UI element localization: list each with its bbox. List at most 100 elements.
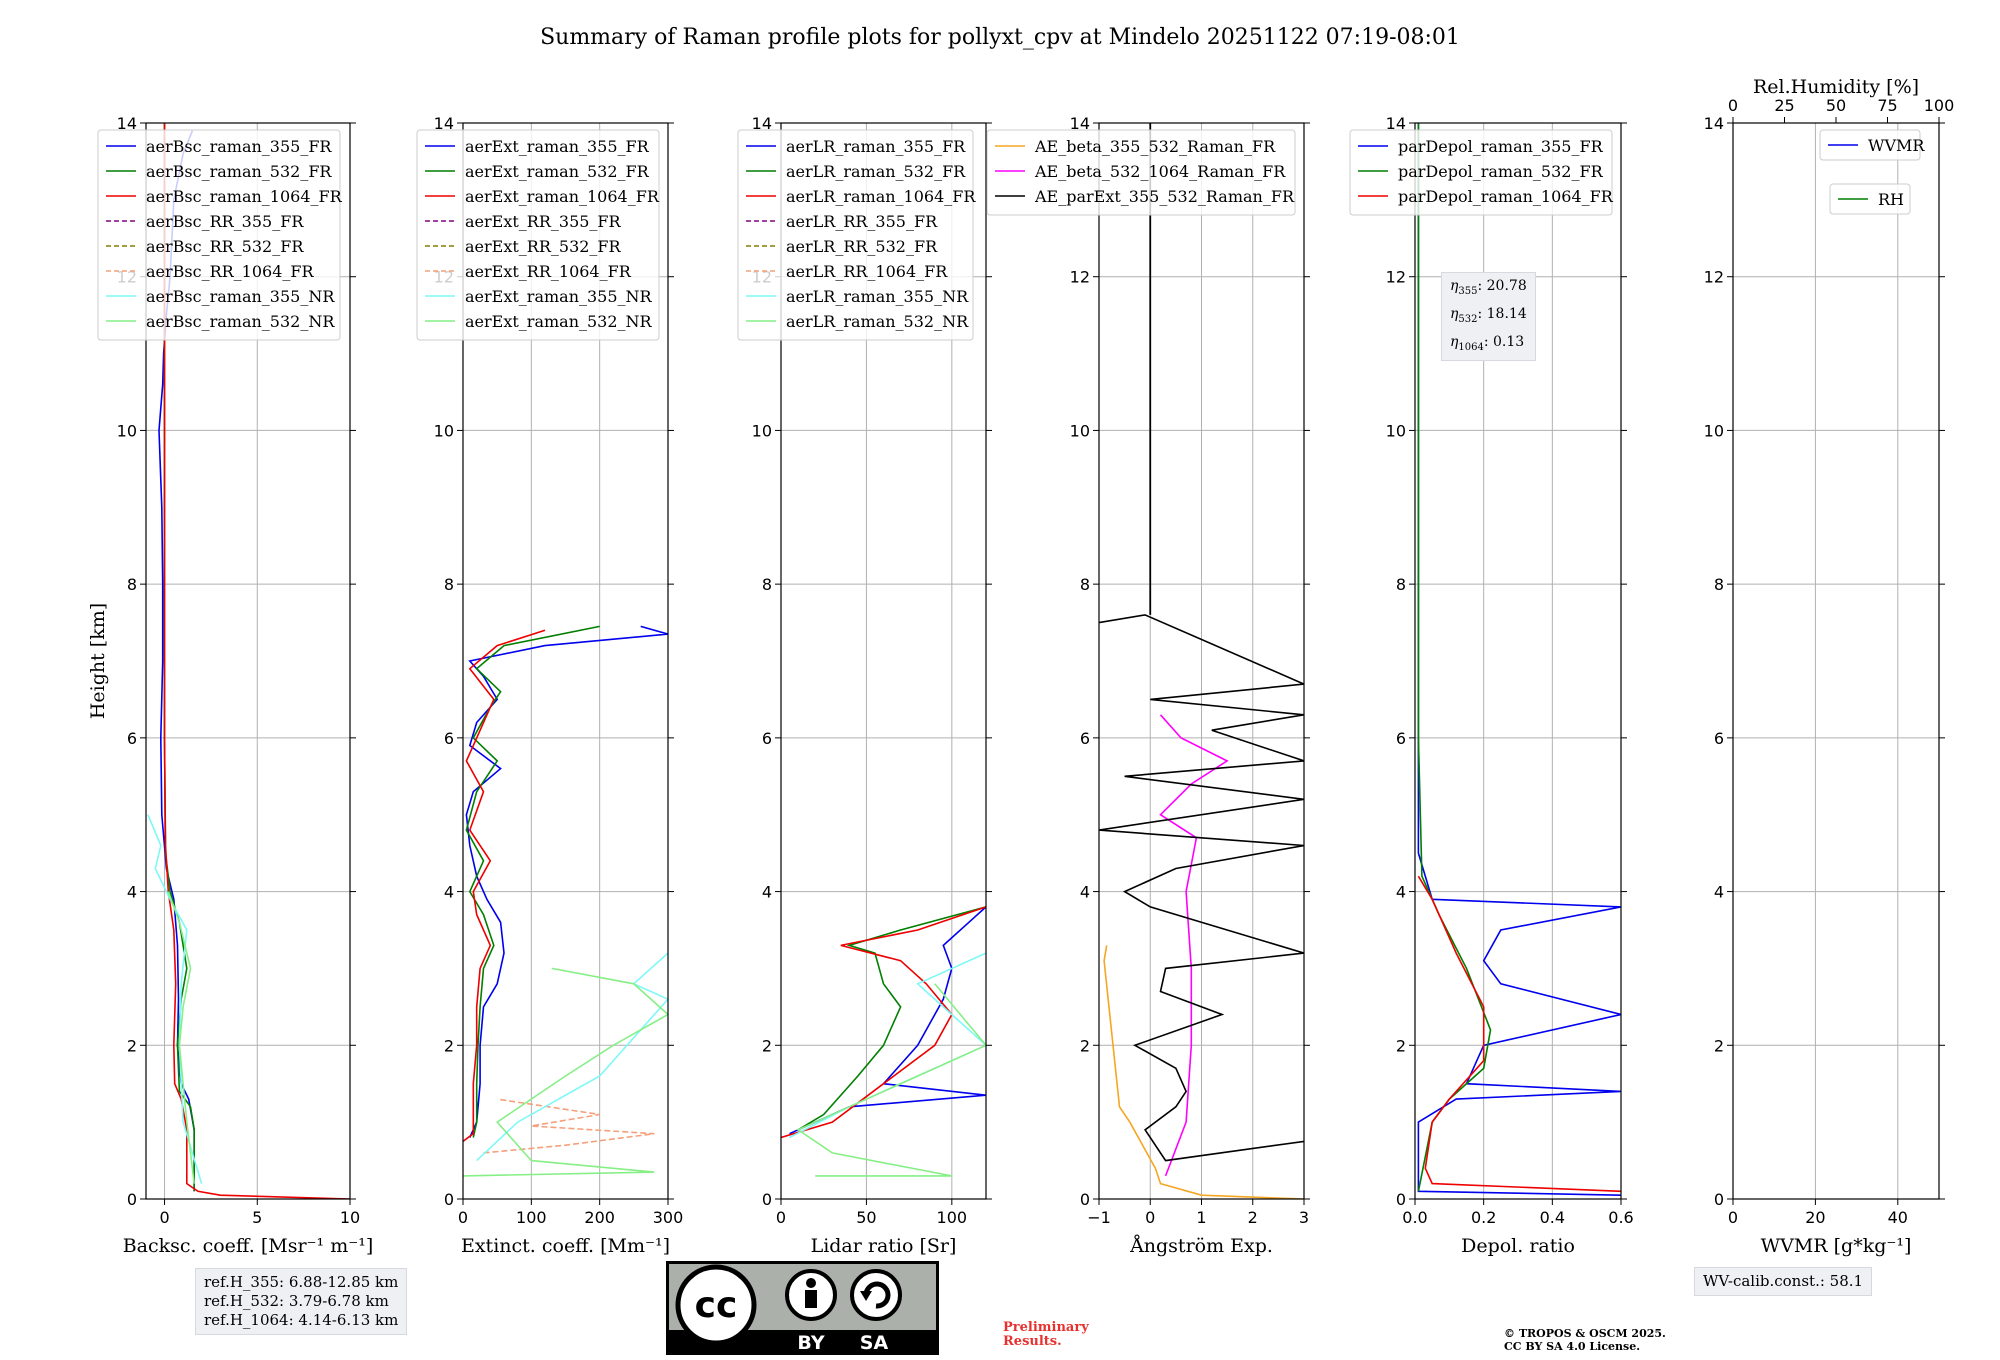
x-tick-label: 2 (1248, 1208, 1258, 1227)
x-tick-label: 50 (856, 1208, 876, 1227)
eta-355: η355: 20.78 (1450, 278, 1527, 297)
legend-label: parDepol_raman_1064_FR (1398, 187, 1614, 206)
y-tick-label: 0 (444, 1190, 454, 1209)
legend-box-ext (416, 129, 660, 341)
x-tick-label: 100 (516, 1208, 547, 1227)
legend-label: aerLR_raman_355_FR (786, 137, 966, 156)
y-tick-label: 4 (444, 883, 454, 902)
y-tick-label: 0 (762, 1190, 772, 1209)
series-AE_parExt_355_532_Raman_FR (1099, 614, 1304, 1162)
legend-box-lr (737, 129, 974, 341)
legend-label: parDepol_raman_532_FR (1398, 162, 1604, 181)
legend-label: RH (1878, 190, 1904, 209)
sa-label: SA (860, 1332, 889, 1354)
y-tick-label: 2 (1080, 1036, 1090, 1055)
series-aerExt_raman_355_FR (465, 625, 668, 1138)
y-tick-label: 14 (434, 114, 454, 133)
series-aerLR_raman_1064_FR (781, 906, 986, 1139)
x-tick-label: 0.6 (1608, 1208, 1633, 1227)
axes-frame-lr (780, 122, 987, 1200)
eta-note: η355: 20.78 η532: 18.14 η1064: 0.13 (1441, 272, 1536, 362)
legend-label: aerExt_raman_1064_FR (465, 187, 660, 206)
panel-wv: 0 20 40 0 2 4 6 8 10 12 14 WVMR [g*kg⁻¹] 0 25 50 75 100 R… (1704, 76, 1955, 1257)
y-tick-label: 8 (1396, 575, 1406, 594)
x-tick-label: 40 (1888, 1208, 1908, 1227)
copyright-note: © TROPOS & OSCM 2025. CC BY SA 4.0 Licen… (1504, 1327, 1666, 1353)
legend-box-ae (986, 129, 1296, 216)
y-tick-label: 14 (1070, 114, 1090, 133)
y-tick-label: 8 (127, 575, 137, 594)
legend-label: AE_beta_355_532_Raman_FR (1034, 137, 1276, 156)
y-tick-label: 8 (1080, 575, 1090, 594)
x-tick-label: 0.4 (1540, 1208, 1565, 1227)
eta-1064: η1064: 0.13 (1450, 333, 1525, 353)
y-tick-label: 6 (127, 729, 137, 748)
wv-calib-const: WV-calib.const.: 58.1 (1703, 1272, 1864, 1290)
y-tick-label: 4 (127, 883, 137, 902)
y-tick-label: 12 (1386, 268, 1406, 287)
x-tick-label: 0 (1728, 1208, 1738, 1227)
ref-h-1064: ref.H_1064: 4.14-6.13 km (204, 1311, 399, 1329)
y-tick-label: 12 (1070, 268, 1090, 287)
legend-label: WVMR (1868, 136, 1925, 155)
plot-area-ext (463, 625, 668, 1177)
y-tick-label: 6 (1080, 729, 1090, 748)
y-tick-label: 10 (752, 421, 772, 440)
y-axis-label: Height [km] (87, 603, 109, 719)
legend-label: aerLR_RR_1064_FR (786, 262, 948, 281)
cc-by-sa-badge: cc BY SA (666, 1261, 939, 1355)
ref-h-532: ref.H_532: 3.79-6.78 km (204, 1292, 389, 1310)
y-tick-label: 6 (1714, 729, 1724, 748)
plot-area-depol (1417, 123, 1621, 1196)
legend-label: aerBsc_raman_1064_FR (146, 187, 343, 206)
legend-label: aerExt_RR_532_FR (465, 237, 622, 256)
panel-depol: 0.0 0.2 0.4 0.6 0 2 4 6 8 10 12 14 Depol. ratio parDe… (1349, 114, 1634, 1257)
y-tick-label: 2 (762, 1036, 772, 1055)
y-tick-label: 10 (1386, 421, 1406, 440)
y-tick-label: 8 (1714, 575, 1724, 594)
y-tick-label: 10 (1070, 421, 1090, 440)
x-tick-label: 0 (159, 1208, 169, 1227)
plot-area-lr (781, 906, 986, 1177)
x-axis-label-bsc: Backsc. coeff. [Msr⁻¹ m⁻¹] (123, 1235, 374, 1257)
y-tick-label: 14 (1386, 114, 1406, 133)
legend-label: aerExt_raman_355_NR (465, 287, 653, 306)
y-tick-label: 10 (1704, 421, 1724, 440)
y-tick-label: 6 (1396, 729, 1406, 748)
y-tick-label: 14 (1704, 114, 1724, 133)
preliminary-results-note: Preliminary Results. (1003, 1320, 1089, 1349)
x-tick-label: 1 (1196, 1208, 1206, 1227)
wv-calib-note: WV-calib.const.: 58.1 (1694, 1267, 1873, 1296)
sa-icon (850, 1269, 902, 1321)
y-tick-label: 4 (1396, 883, 1406, 902)
panel-bsc: 051002468101214Backsc. coeff. [Msr⁻¹ m⁻¹… (87, 114, 373, 1257)
legend-label: AE_parExt_355_532_Raman_FR (1034, 187, 1295, 206)
x-tick-label: 5 (252, 1208, 262, 1227)
x-tick-label: 20 (1805, 1208, 1825, 1227)
cc-text: cc (695, 1285, 738, 1326)
cc-icon (675, 1264, 757, 1346)
y-tick-label: 10 (117, 421, 137, 440)
series-aerLR_raman_355_NR (789, 952, 986, 1139)
legend-label: aerBsc_RR_532_FR (146, 237, 304, 256)
reference-height-note: ref.H_355: 6.88-12.85 km ref.H_532: 3.79… (195, 1268, 408, 1335)
legend-label: aerBsc_RR_1064_FR (146, 262, 315, 281)
y-tick-label: 2 (127, 1036, 137, 1055)
axes-frame-wv (1732, 122, 1940, 1200)
legend-label: aerBsc_raman_532_FR (146, 162, 332, 181)
y-tick-label: 6 (444, 729, 454, 748)
axes-frame-depol (1414, 122, 1622, 1200)
x-tick-label: 0.2 (1471, 1208, 1496, 1227)
ref-h-355: ref.H_355: 6.88-12.85 km (204, 1273, 399, 1291)
y-tick-label: 0 (1080, 1190, 1090, 1209)
x-axis-label-wv: WVMR [g*kg⁻¹] (1761, 1235, 1912, 1257)
legend-label: aerLR_raman_532_FR (786, 162, 966, 181)
top-tick-label: 100 (1924, 96, 1955, 115)
axes-frame-ext (462, 122, 669, 1200)
x-tick-label: 0 (458, 1208, 468, 1227)
y-tick-label: 8 (444, 575, 454, 594)
series-aerBsc_raman_532_NR (167, 891, 195, 1184)
y-tick-label: 14 (117, 114, 137, 133)
